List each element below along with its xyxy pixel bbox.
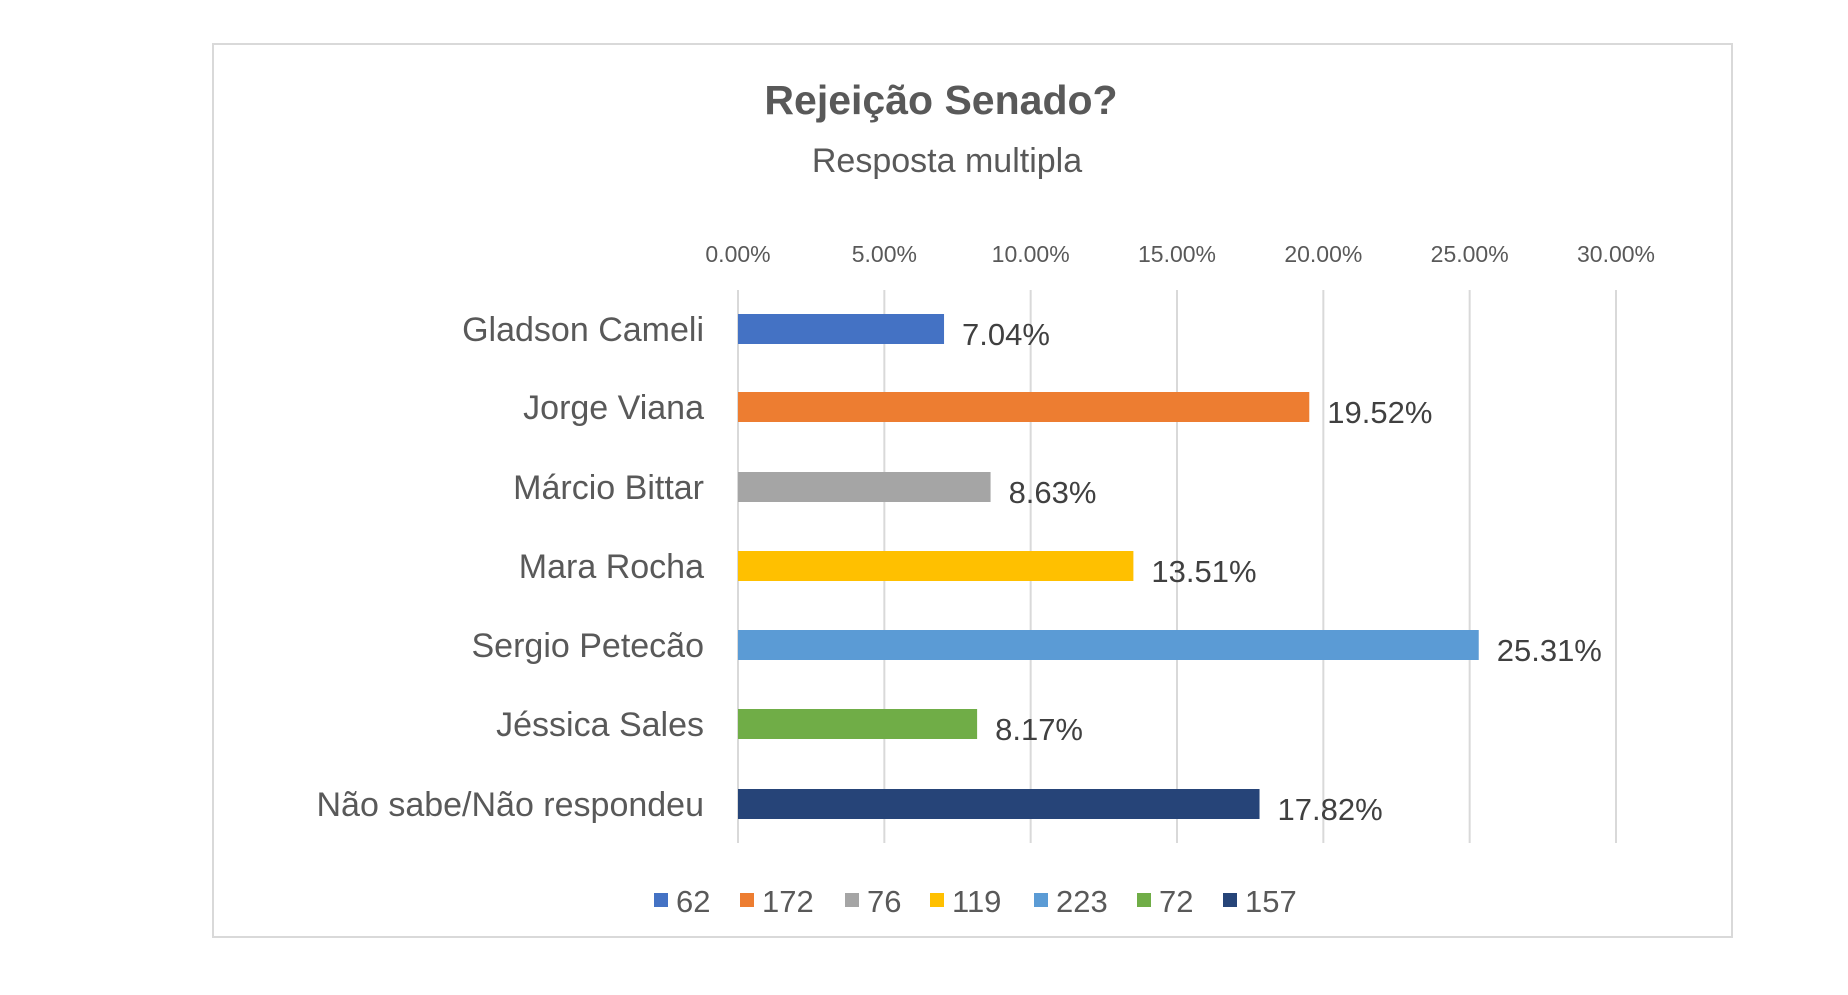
legend-swatch [1223,893,1237,907]
category-label: Sergio Petecão [472,627,705,665]
x-tick-label: 5.00% [852,241,917,267]
legend-swatch [740,893,754,907]
legend-swatch [930,893,944,907]
legend-label: 172 [762,884,814,919]
bar [738,314,945,344]
value-label: 17.82% [1278,792,1383,827]
category-label: Não sabe/Não respondeu [317,786,705,824]
category-label: Jéssica Sales [496,706,704,744]
category-label: Mara Rocha [519,548,704,586]
value-label: 25.31% [1497,633,1602,668]
legend-swatch [845,893,859,907]
value-label: 7.04% [962,317,1050,352]
value-label: 13.51% [1151,554,1256,589]
value-label: 8.63% [1009,475,1097,510]
category-label: Jorge Viana [523,389,704,427]
legend-label: 157 [1245,884,1297,919]
legend-label: 223 [1056,884,1108,919]
legend-swatch [654,893,668,907]
bar [738,789,1260,819]
legend-label: 76 [867,884,901,919]
legend-label: 119 [952,884,1001,919]
bar [738,392,1310,422]
x-tick-label: 10.00% [992,241,1070,267]
legend-swatch [1034,893,1048,907]
value-label: 8.17% [995,712,1083,747]
legend-label: 62 [676,884,710,919]
bar [738,551,1134,581]
legend-swatch [1137,893,1151,907]
category-label: Gladson Cameli [462,311,704,349]
category-label: Márcio Bittar [513,469,704,507]
bar [738,630,1479,660]
x-tick-label: 15.00% [1138,241,1216,267]
bar [738,709,978,739]
x-tick-label: 25.00% [1431,241,1509,267]
value-label: 19.52% [1327,395,1432,430]
chart-title: Rejeição Senado? [764,77,1117,123]
bar [738,472,991,502]
x-tick-label: 20.00% [1284,241,1362,267]
x-tick-label: 30.00% [1577,241,1655,267]
legend-label: 72 [1159,884,1193,919]
chart-subtitle: Resposta multipla [812,142,1082,180]
x-tick-label: 0.00% [705,241,770,267]
